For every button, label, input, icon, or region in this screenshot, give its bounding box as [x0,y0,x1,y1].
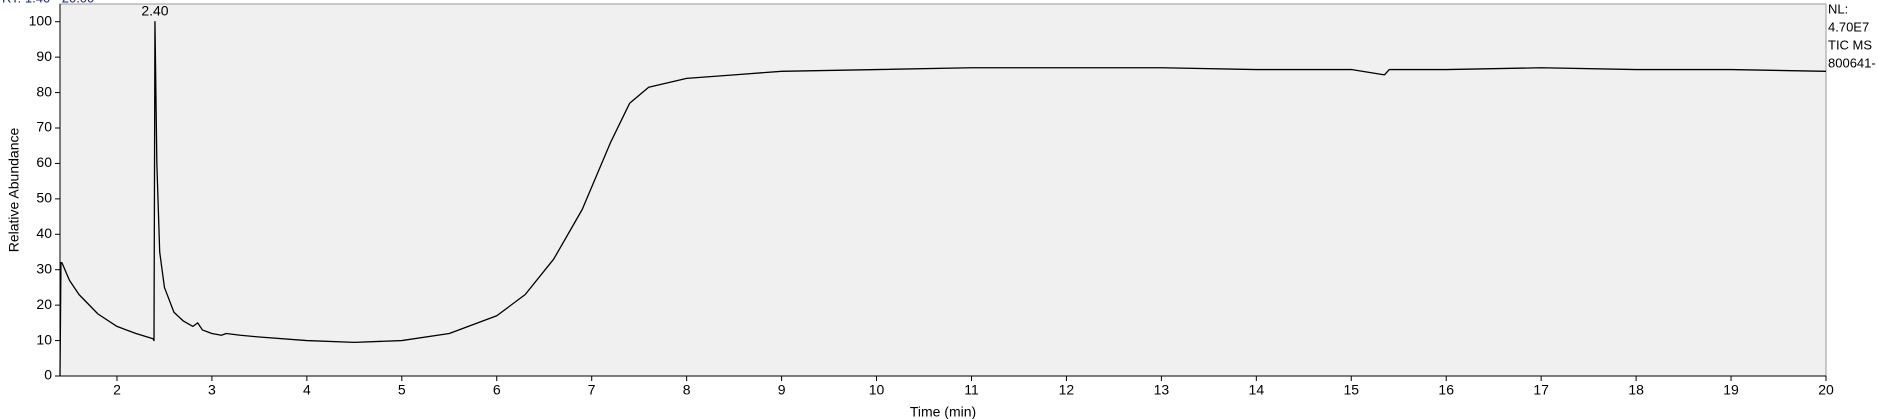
x-tick-label: 14 [1249,382,1265,398]
x-tick-label: 13 [1154,382,1170,398]
y-tick-label: 0 [44,367,52,383]
x-tick-label: 9 [778,382,786,398]
y-tick-label: 10 [36,331,52,347]
plot-area [59,3,1827,377]
y-tick-label: 40 [36,225,52,241]
y-tick-label: 80 [36,83,52,99]
x-tick-label: 5 [398,382,406,398]
y-axis-label: Relative Abundance [6,128,22,253]
y-tick-label: 60 [36,154,52,170]
x-tick-label: 18 [1628,382,1644,398]
x-tick-label: 17 [1533,382,1549,398]
range-label: RT: 1.40 - 20.00 [2,0,94,5]
x-tick-label: 20 [1818,382,1834,398]
x-tick-label: 16 [1438,382,1454,398]
peak-label: 2.40 [141,2,168,18]
x-tick-label: 15 [1343,382,1359,398]
line-series [59,21,1827,377]
x-tick-label: 4 [303,382,311,398]
y-tick-label: 70 [36,119,52,135]
x-tick-label: 10 [869,382,885,398]
side-label: 800641- [1828,55,1876,70]
y-tick-label: 100 [29,12,53,28]
x-tick-label: 11 [964,382,979,398]
x-tick-label: 19 [1723,382,1739,398]
x-axis-label: Time (min) [910,404,976,419]
y-tick-label: 50 [36,190,52,206]
side-label: NL: [1828,1,1848,16]
x-tick-label: 6 [493,382,501,398]
y-tick-label: 30 [36,260,52,276]
x-tick-label: 2 [113,382,121,398]
y-tick-label: 90 [36,48,52,64]
side-label: 4.70E7 [1828,19,1869,34]
x-tick-label: 3 [208,382,216,398]
y-tick-label: 20 [36,296,52,312]
x-tick-label: 7 [588,382,596,398]
x-tick-label: 8 [683,382,691,398]
x-tick-label: 12 [1059,382,1075,398]
side-label: TIC MS [1828,37,1872,52]
